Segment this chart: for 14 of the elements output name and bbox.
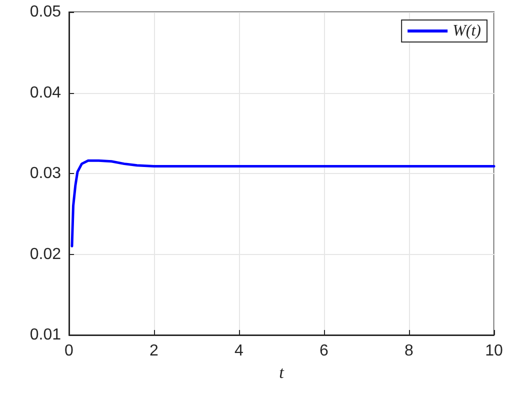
x-tick-label: 8 xyxy=(404,342,414,360)
y-tick-label: 0.02 xyxy=(30,246,62,263)
x-tick-label: 4 xyxy=(234,342,244,360)
x-tick-label: 10 xyxy=(485,342,503,360)
x-axis-title: t xyxy=(279,362,286,382)
y-tick-label: 0.01 xyxy=(30,326,62,344)
y-tick-label: 0.05 xyxy=(30,4,62,20)
legend-label: W(t) xyxy=(452,22,482,40)
line-series xyxy=(70,159,496,248)
x-tick-label: 6 xyxy=(320,342,329,360)
x-tick-label: 0 xyxy=(64,342,74,360)
y-tick-label: 0.03 xyxy=(30,165,62,182)
x-tick-label: 2 xyxy=(150,342,159,360)
y-tick-label: 0.04 xyxy=(30,84,62,102)
